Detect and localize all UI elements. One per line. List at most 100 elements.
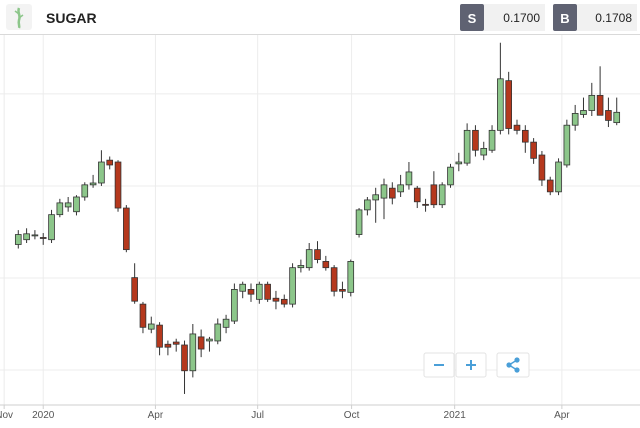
candle-body [98,161,105,184]
candle-body [81,184,89,198]
candle-body [405,171,413,186]
candle-body [23,233,30,241]
candle-body [264,283,271,300]
candle-body [256,283,263,300]
candle-body [447,166,454,186]
candle-body [563,124,571,166]
zoom-in-button[interactable] [455,352,487,378]
candle-body [438,184,446,206]
candle-body [181,344,188,372]
buy-price[interactable]: 0.1708 [595,11,632,25]
share-button[interactable] [496,352,530,378]
candle-body [463,129,471,164]
candle-body [89,182,97,186]
candle-body [222,318,230,328]
candle-body [530,141,537,159]
candle-body [231,288,238,322]
candle-body [139,303,147,328]
x-tick-label: 2021 [444,410,467,421]
x-tick-label: Apr [148,410,164,421]
candle-body [389,187,396,199]
sell-price-box[interactable] [484,4,545,31]
candle-body [397,184,404,193]
candle-body [596,94,604,116]
candle-body [289,267,296,305]
candle-body [164,343,172,348]
sell-button[interactable]: S 0.1700 [460,4,545,31]
candle-body [372,194,379,201]
candle-body [189,333,197,372]
buy-button[interactable]: B 0.1708 [553,4,637,31]
candle-body [247,288,255,295]
candle-body [355,209,363,235]
candle-body [14,234,22,245]
candle-body [322,261,330,269]
candle-body [272,297,280,302]
candle-body [114,161,122,209]
instrument-title: SUGAR [46,10,97,26]
candle-body [497,78,504,131]
x-axis: Nov 2020 Apr Jul Oct 2021 Apr [0,404,640,421]
sell-label[interactable]: S [468,11,477,26]
candle-body [580,110,587,115]
candle-body [339,288,346,292]
x-tick-label: 2020 [32,410,55,421]
buy-price-box[interactable] [577,4,637,31]
sell-badge[interactable] [460,4,484,31]
candle-body [555,161,562,193]
candle-body [214,323,222,342]
candle-body [588,94,596,111]
candles [14,42,621,394]
candle-body [239,283,247,292]
candle-body [123,207,130,251]
candle-body [73,196,80,213]
candle-body [472,129,479,151]
x-tick-label: Apr [554,410,570,421]
candle-body [314,249,321,260]
candle-body [538,154,546,181]
candle-body [513,124,521,131]
candle-body [455,161,463,165]
candle-body [505,80,512,129]
candle-body [64,202,72,208]
sell-price[interactable]: 0.1700 [503,11,540,25]
candle-body [380,184,388,199]
commodity-icon [6,4,32,30]
x-tick-label: Nov [0,410,13,421]
grid [0,35,640,405]
x-tick-label: Oct [344,410,360,421]
candle-body [206,338,213,342]
candle-body [571,113,579,126]
candle-body [605,110,612,121]
candle-body [172,341,180,345]
buy-label[interactable]: B [560,11,569,26]
candle-body [364,199,371,211]
candle-body [48,214,55,241]
x-tick-label: Jul [251,410,264,421]
candle-body [305,249,313,269]
candle-body [480,147,488,156]
candle-body [430,184,438,206]
candle-body [488,129,496,151]
candle-body [521,129,529,143]
buy-badge[interactable] [553,4,577,31]
candle-body [347,261,355,293]
candle-body [156,324,163,348]
candle-body [31,234,39,237]
candle-body [147,323,155,330]
candle-body [39,237,47,239]
candle-body [413,187,421,203]
candle-body [422,203,429,206]
candle-body [546,179,554,193]
candle-body [280,298,288,305]
zoom-out-button[interactable] [423,352,455,378]
candle-body [131,277,138,302]
candle-body [197,336,205,350]
candle-body [106,159,114,166]
candle-body [56,202,64,216]
candle-body [613,111,621,124]
